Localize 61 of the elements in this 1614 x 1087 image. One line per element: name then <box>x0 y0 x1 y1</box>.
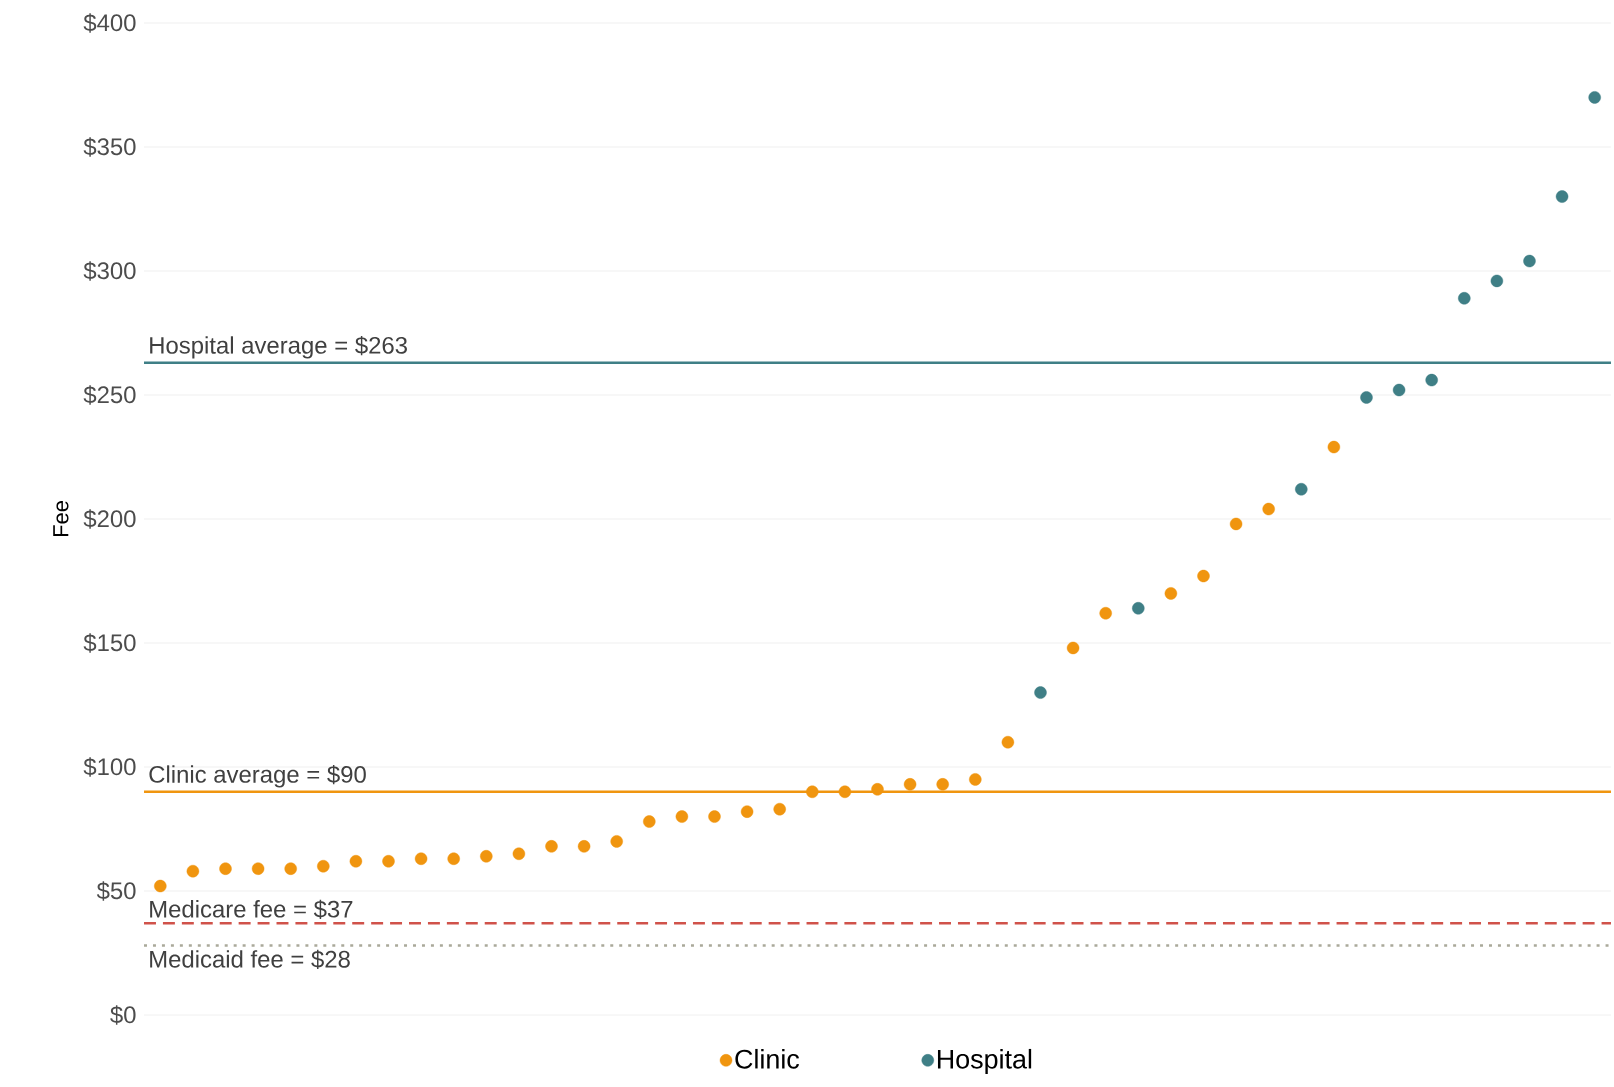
y-axis-title: Fee <box>53 501 69 537</box>
y-tick-label: $400 <box>83 13 136 33</box>
point <box>675 810 689 823</box>
point <box>1490 274 1504 288</box>
y-tick-label: $300 <box>83 261 136 281</box>
point <box>186 864 200 878</box>
point <box>1360 391 1373 404</box>
point <box>1425 373 1438 387</box>
point <box>610 835 623 848</box>
point <box>1295 483 1308 496</box>
point <box>1327 440 1341 454</box>
legend-label: Hospital <box>937 1048 1032 1075</box>
point <box>577 840 591 853</box>
point <box>773 802 786 816</box>
point <box>154 879 167 893</box>
point <box>1164 587 1178 600</box>
point <box>317 860 330 873</box>
point <box>1588 91 1601 104</box>
point <box>512 847 526 860</box>
point <box>936 778 949 791</box>
point <box>1229 517 1243 531</box>
point <box>871 783 884 796</box>
point <box>284 862 297 875</box>
point <box>382 855 395 868</box>
point <box>1197 569 1210 583</box>
point <box>1066 641 1080 655</box>
ref-line-label: Clinic average = $90 <box>149 764 366 788</box>
y-tick-label: $200 <box>83 509 136 529</box>
point <box>969 773 982 786</box>
point <box>1458 292 1471 305</box>
point <box>1034 686 1047 699</box>
point <box>1099 607 1112 620</box>
point <box>1001 735 1015 749</box>
ref-line-label: Medicare fee = $37 <box>150 899 353 920</box>
point <box>545 840 558 853</box>
y-tick-label: $100 <box>83 757 136 777</box>
point <box>480 850 493 863</box>
point <box>349 855 363 868</box>
y-tick-label: $50 <box>96 881 136 901</box>
point <box>1555 190 1569 203</box>
point <box>708 810 721 823</box>
point <box>903 778 917 791</box>
legend-label: Clinic <box>735 1048 800 1069</box>
ref-line-label: Hospital average = $263 <box>150 335 407 359</box>
point <box>1523 254 1536 268</box>
point <box>219 862 232 875</box>
point <box>1392 383 1406 397</box>
point <box>1262 502 1275 516</box>
y-tick-label: $150 <box>83 633 136 653</box>
point <box>806 785 819 798</box>
y-tick-label: $0 <box>110 1005 136 1025</box>
point <box>838 785 852 798</box>
point <box>447 852 460 865</box>
y-tick-label: $250 <box>83 385 136 405</box>
point <box>1132 602 1145 615</box>
point <box>643 815 656 828</box>
point <box>740 805 754 818</box>
y-tick-label: $350 <box>83 137 136 157</box>
point <box>251 862 265 875</box>
point <box>414 852 428 865</box>
ref-line-label: Medicaid fee = $28 <box>150 949 350 970</box>
